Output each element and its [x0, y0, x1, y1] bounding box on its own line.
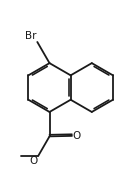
- Text: Br: Br: [25, 31, 37, 41]
- Text: O: O: [73, 131, 81, 141]
- Text: O: O: [29, 156, 38, 166]
